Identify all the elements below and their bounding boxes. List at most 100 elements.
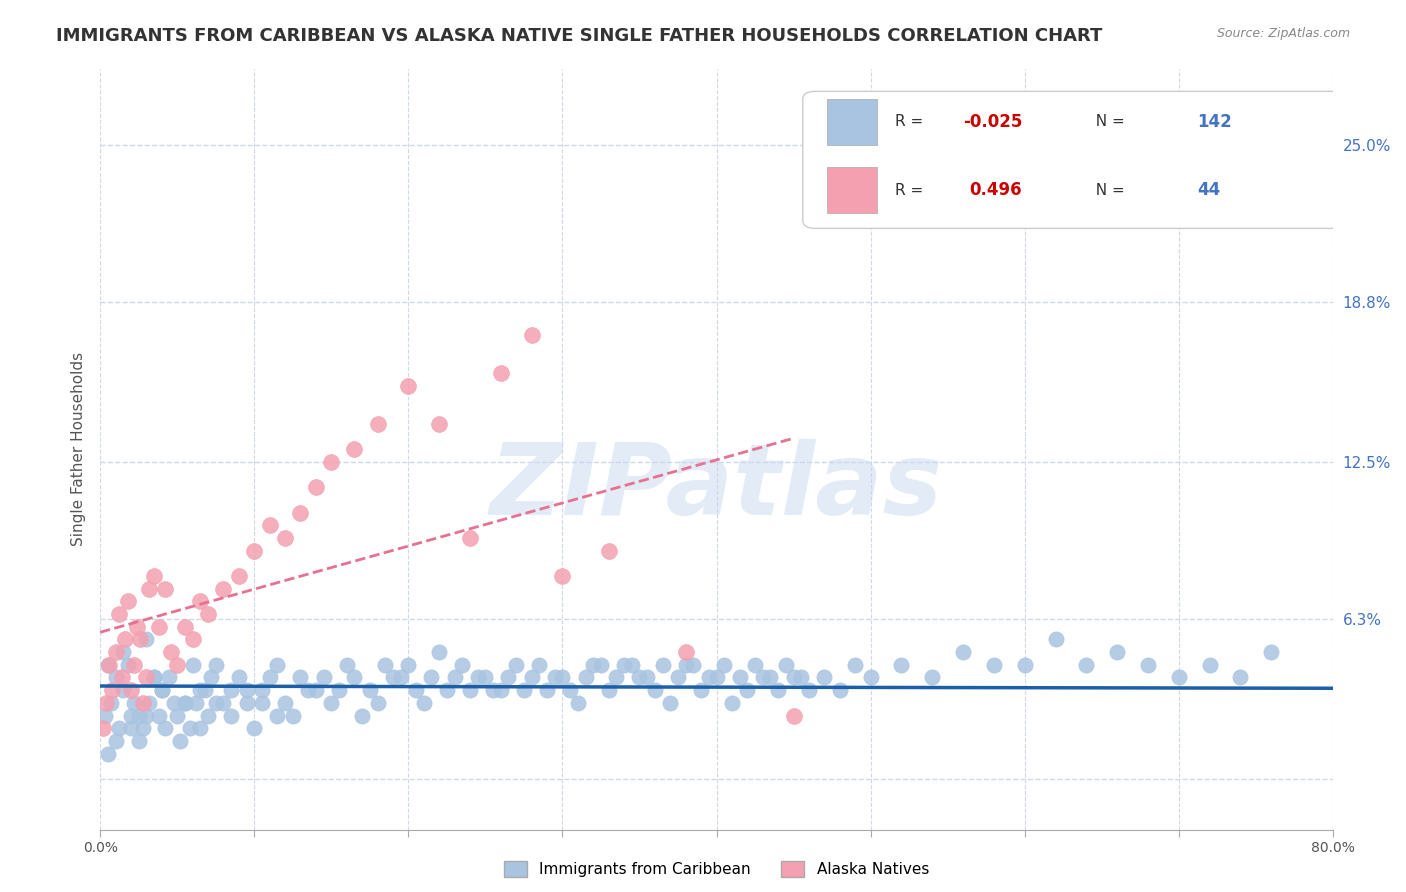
Point	[474, 670, 496, 684]
Y-axis label: Single Father Households: Single Father Households	[72, 352, 86, 546]
Point	[235, 696, 257, 710]
Point	[706, 670, 728, 684]
Point	[690, 683, 713, 698]
Point	[127, 620, 149, 634]
Point	[107, 721, 129, 735]
Point	[343, 442, 366, 456]
Point	[651, 657, 673, 672]
Text: N =: N =	[1087, 183, 1130, 198]
Point	[458, 531, 481, 545]
Point	[359, 683, 381, 698]
Point	[153, 582, 176, 596]
Text: ZIPatlas: ZIPatlas	[489, 439, 943, 536]
Point	[250, 683, 273, 698]
Point	[721, 696, 744, 710]
Point	[143, 670, 166, 684]
Point	[598, 683, 620, 698]
Point	[544, 670, 567, 684]
Legend: Immigrants from Caribbean, Alaska Natives: Immigrants from Caribbean, Alaska Native…	[498, 855, 935, 883]
Point	[659, 696, 682, 710]
Point	[728, 670, 751, 684]
Point	[219, 708, 242, 723]
Point	[458, 683, 481, 698]
Point	[212, 582, 235, 596]
Point	[266, 708, 288, 723]
Point	[366, 417, 388, 431]
Point	[536, 683, 558, 698]
FancyBboxPatch shape	[803, 91, 1346, 228]
Point	[782, 670, 804, 684]
Point	[436, 683, 458, 698]
Text: R =: R =	[896, 183, 934, 198]
Point	[266, 657, 288, 672]
Point	[420, 670, 443, 684]
Point	[163, 696, 186, 710]
Point	[120, 708, 142, 723]
Point	[112, 645, 135, 659]
Point	[120, 683, 142, 698]
Point	[188, 721, 211, 735]
Point	[551, 569, 574, 583]
Point	[467, 670, 489, 684]
Point	[759, 670, 782, 684]
Point	[235, 683, 257, 698]
Point	[101, 683, 124, 698]
Point	[1198, 657, 1220, 672]
Point	[775, 657, 797, 672]
Point	[297, 683, 319, 698]
Point	[737, 683, 759, 698]
Point	[112, 683, 135, 698]
Point	[890, 657, 912, 672]
Point	[529, 657, 551, 672]
Point	[374, 657, 396, 672]
Point	[1045, 632, 1067, 647]
Point	[312, 670, 335, 684]
Point	[173, 620, 195, 634]
Point	[243, 721, 266, 735]
Point	[489, 366, 512, 380]
Point	[1014, 657, 1036, 672]
Point	[321, 455, 343, 469]
Point	[128, 708, 150, 723]
Point	[148, 708, 170, 723]
Point	[219, 683, 242, 698]
Point	[343, 670, 366, 684]
Point	[921, 670, 943, 684]
FancyBboxPatch shape	[828, 99, 877, 145]
Point	[129, 632, 152, 647]
Point	[97, 657, 120, 672]
Point	[412, 696, 434, 710]
Point	[766, 683, 789, 698]
Point	[443, 670, 465, 684]
Point	[828, 683, 851, 698]
Point	[114, 632, 136, 647]
Point	[613, 657, 636, 672]
Point	[551, 670, 574, 684]
Point	[138, 582, 160, 596]
Point	[281, 708, 304, 723]
Point	[328, 683, 350, 698]
Text: 142: 142	[1198, 112, 1232, 131]
Point	[166, 657, 188, 672]
Point	[697, 670, 720, 684]
Point	[135, 632, 157, 647]
Point	[179, 721, 201, 735]
Point	[150, 683, 173, 698]
Point	[104, 670, 127, 684]
Point	[589, 657, 612, 672]
FancyBboxPatch shape	[828, 168, 877, 213]
Point	[405, 683, 427, 698]
Point	[1167, 670, 1189, 684]
Point	[366, 696, 388, 710]
Point	[305, 480, 328, 494]
Point	[148, 620, 170, 634]
Point	[274, 531, 297, 545]
Point	[104, 734, 127, 748]
Point	[675, 657, 697, 672]
Point	[228, 569, 250, 583]
Point	[427, 417, 450, 431]
Point	[498, 670, 520, 684]
Point	[204, 696, 226, 710]
Point	[636, 670, 658, 684]
Text: Source: ZipAtlas.com: Source: ZipAtlas.com	[1216, 27, 1350, 40]
